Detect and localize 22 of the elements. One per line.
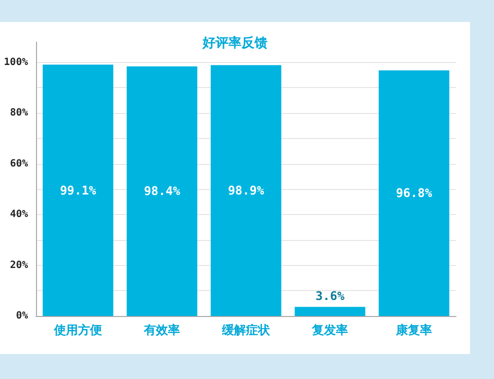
y-tick-label: 40% — [10, 209, 28, 220]
bar — [210, 65, 282, 316]
chart-title: 好评率反馈 — [202, 35, 268, 51]
data-label: 3.6% — [316, 288, 346, 303]
bar — [42, 64, 114, 316]
x-tick-label: 复发率 — [311, 323, 348, 337]
x-tick-label: 康复率 — [395, 323, 432, 337]
x-tick-label: 使用方便 — [53, 323, 102, 337]
x-tick-label: 缓解症状 — [221, 323, 271, 337]
bar — [126, 66, 198, 316]
data-label: 96.8% — [396, 186, 433, 200]
y-tick-label: 60% — [10, 158, 28, 170]
bar — [378, 70, 450, 316]
data-label: 98.4% — [144, 184, 181, 198]
bar — [294, 306, 366, 316]
y-tick-label: 0% — [16, 310, 28, 322]
data-label: 98.9% — [228, 184, 265, 198]
y-tick-label: 80% — [10, 108, 28, 119]
data-label: 99.1% — [60, 183, 97, 198]
y-tick-label: 20% — [10, 260, 28, 271]
y-tick-label: 100% — [4, 56, 28, 68]
x-tick-label: 有效率 — [143, 323, 180, 337]
